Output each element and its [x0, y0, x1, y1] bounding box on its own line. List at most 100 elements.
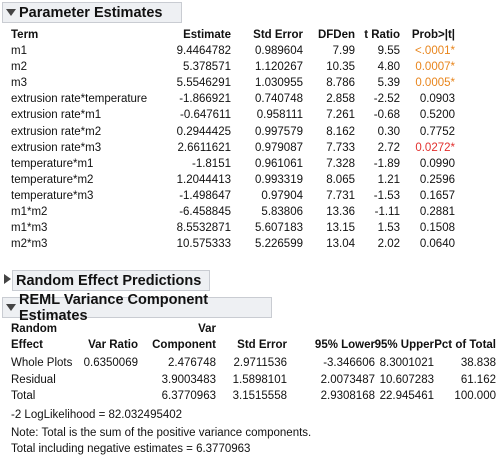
header-var-ratio: Var Ratio [88, 339, 138, 351]
table-row: m2 5.378571 1.120267 10.35 4.80 0.0007* [0, 59, 500, 75]
table-row: extrusion rate*temperature -1.866921 0.740… [0, 91, 500, 107]
cell-std-error: 1.120267 [255, 61, 303, 74]
cell-term: m1*m3 [11, 222, 48, 235]
cell-std-error: 1.5898101 [232, 373, 287, 386]
table-row: temperature*m1 -1.8151 0.961061 7.328 -1.89 0… [0, 156, 500, 172]
cell-estimate: 8.5532871 [176, 222, 231, 235]
cell-estimate: -6.458845 [179, 206, 231, 218]
table-row: m3 5.5546291 1.030955 8.786 5.39 0.0005* [0, 75, 500, 91]
cell-prob: 0.0005* [415, 77, 455, 90]
cell-estimate: 1.2044413 [176, 173, 231, 186]
cell-t-ratio: 5.39 [377, 77, 400, 90]
table-row: temperature*m2 1.2044413 0.993319 8.065 1.21… [0, 172, 500, 188]
cell-dfden: 7.731 [326, 189, 355, 202]
cell-t-ratio: -0.68 [373, 109, 400, 122]
header-random: Random [11, 323, 57, 335]
cell-prob: 0.0990 [419, 157, 455, 170]
header-dfden: DFDen [317, 29, 355, 41]
cell-dfden: 8.786 [326, 77, 355, 90]
table-header-row: Effect Var Ratio Component Std Error 95% Low… [0, 337, 500, 353]
cell-prob: 0.0903 [419, 93, 455, 106]
cell-term: m2*m3 [11, 238, 48, 251]
cell-estimate: -1.8151 [191, 157, 231, 170]
cell-prob: 0.0007* [415, 61, 455, 74]
cell-prob: 0.1508 [419, 222, 455, 235]
cell-t-ratio: 1.21 [377, 173, 400, 186]
header-term: Term [11, 29, 39, 41]
cell-std-error: 0.993319 [255, 173, 303, 186]
parameter-estimates-header[interactable]: Parameter Estimates [2, 2, 182, 23]
header-std-error: Std Error [237, 339, 287, 351]
cell-effect: Residual [11, 373, 56, 386]
disclosure-expanded-icon[interactable] [6, 9, 16, 16]
cell-term: extrusion rate*m2 [11, 125, 102, 138]
cell-term: m1*m2 [11, 206, 48, 218]
disclosure-expanded-icon[interactable] [6, 304, 16, 311]
cell-term: m3 [11, 77, 27, 90]
reml-table: Random Var Effect Var Ratio Component Std Err… [0, 321, 500, 411]
cell-estimate: -1.866921 [179, 93, 231, 106]
table-row: Whole Plots 0.6350069 2.476748 2.9711536 -3.… [0, 355, 500, 371]
note-text: Note: Total is the sum of the positive v… [11, 427, 312, 439]
cell-component: 3.9003483 [161, 373, 216, 386]
table-row: m1 9.4464782 0.989604 7.99 9.55 <.0001* [0, 43, 500, 59]
cell-prob: 0.5200 [419, 109, 455, 122]
cell-term: m1 [11, 45, 27, 57]
cell-t-ratio: 0.30 [377, 125, 400, 138]
cell-std-error: 5.607183 [255, 222, 303, 235]
cell-std-error: 0.997579 [255, 125, 303, 138]
header-upper: 95% Upper [374, 339, 434, 351]
cell-std-error: 3.1515558 [232, 390, 287, 402]
cell-t-ratio: 2.02 [377, 238, 400, 251]
cell-dfden: 13.36 [326, 206, 355, 218]
cell-effect: Whole Plots [11, 357, 73, 369]
cell-std-error: 0.740748 [255, 93, 303, 106]
cell-dfden: 13.15 [326, 222, 355, 235]
header-component: Component [152, 339, 216, 351]
disclosure-collapsed-icon[interactable] [4, 274, 11, 284]
header-estimate: Estimate [183, 29, 231, 41]
table-row: Residual 3.9003483 1.5898101 2.0073487 10.60… [0, 372, 500, 388]
cell-t-ratio: -1.11 [374, 206, 400, 218]
cell-t-ratio: 2.72 [377, 141, 400, 154]
cell-component: 6.3770963 [161, 390, 216, 402]
cell-prob: 0.1657 [419, 189, 455, 202]
cell-pct: 61.162 [460, 373, 496, 386]
cell-std-error: 0.961061 [255, 157, 303, 170]
table-row: m1*m2 -6.458845 5.83806 13.36 -1.11 0.2881 [0, 204, 500, 220]
cell-dfden: 8.065 [326, 173, 355, 186]
header-t-ratio: t Ratio [364, 29, 400, 41]
reml-header[interactable]: REML Variance Component Estimates [2, 292, 272, 324]
loglikelihood-text: -2 LogLikelihood = 82.032495402 [11, 409, 183, 421]
cell-var-ratio: 0.6350069 [83, 357, 138, 369]
cell-upper: 22.945461 [379, 390, 434, 402]
cell-effect: Total [11, 390, 36, 402]
header-effect: Effect [11, 339, 43, 351]
cell-upper: 8.3001021 [379, 357, 434, 369]
cell-estimate: -1.498647 [179, 189, 231, 202]
cell-term: temperature*m2 [11, 173, 94, 186]
cell-estimate: 0.2944425 [176, 125, 231, 138]
table-row: extrusion rate*m3 2.6611621 0.979087 7.733 2… [0, 140, 500, 156]
table-row: m2*m3 10.575333 5.226599 13.04 2.02 0.0640 [0, 236, 500, 252]
cell-std-error: 2.9711536 [233, 357, 287, 369]
cell-estimate: 10.575333 [176, 238, 231, 251]
cell-estimate: 2.6611621 [177, 141, 231, 154]
cell-component: 2.476748 [168, 357, 216, 369]
cell-lower: 2.0073487 [320, 373, 375, 386]
header-lower: 95% Lower [314, 339, 375, 351]
cell-term: extrusion rate*m3 [11, 141, 102, 154]
cell-term: extrusion rate*m1 [11, 109, 102, 122]
cell-std-error: 0.97904 [261, 189, 303, 202]
cell-estimate: -0.647611 [180, 109, 231, 122]
cell-upper: 10.607283 [379, 373, 434, 386]
cell-std-error: 5.83806 [261, 206, 303, 218]
cell-std-error: 0.979087 [255, 141, 303, 154]
random-effect-predictions-title: Random Effect Predictions [16, 272, 202, 289]
random-effect-predictions-header[interactable]: Random Effect Predictions [12, 270, 210, 291]
cell-prob: 0.0272* [415, 141, 455, 154]
cell-dfden: 7.328 [326, 157, 355, 170]
cell-dfden: 7.99 [332, 45, 355, 57]
cell-dfden: 7.261 [326, 109, 355, 122]
cell-t-ratio: -1.89 [373, 157, 400, 170]
